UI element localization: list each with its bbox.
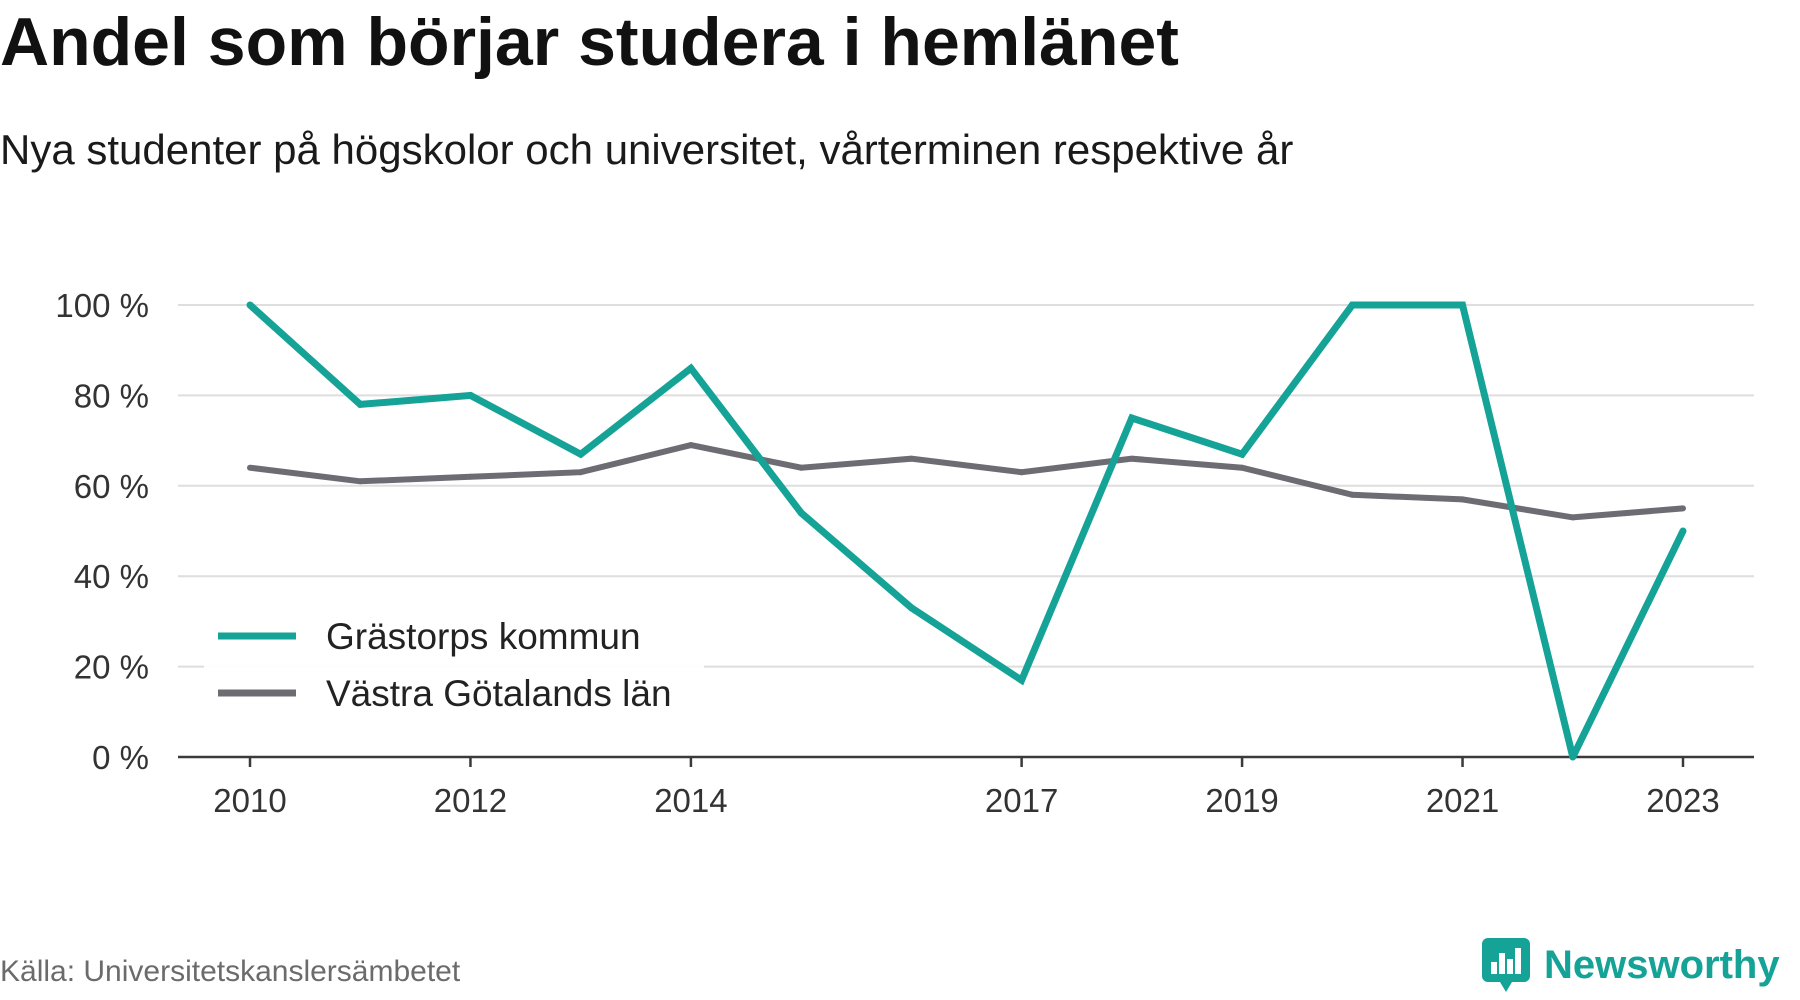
y-tick-label: 0 % — [92, 739, 149, 776]
x-tick-label: 2012 — [434, 782, 507, 819]
data-point — [1018, 676, 1026, 684]
legend-label-grastorps-kommun: Grästorps kommun — [326, 616, 641, 657]
y-axis-tick-labels: 0 % 20 % 40 % 60 % 80 % 100 % — [55, 287, 149, 776]
legend-background — [204, 612, 704, 725]
series-vastra-gotalands-lan — [247, 442, 1686, 521]
x-tick-label: 2019 — [1205, 782, 1278, 819]
data-point — [1238, 450, 1246, 458]
x-tick-label: 2010 — [213, 782, 286, 819]
x-axis-ticks — [248, 757, 1685, 767]
legend-label-vastra-gotalands-lan: Västra Götalands län — [326, 673, 672, 714]
data-point — [1239, 464, 1246, 471]
chart-subtitle: Nya studenter på högskolor och universit… — [0, 126, 1294, 173]
data-point — [577, 450, 585, 458]
data-point — [1128, 455, 1135, 462]
data-point — [797, 509, 805, 517]
data-point — [246, 301, 254, 309]
x-tick-label: 2021 — [1426, 782, 1499, 819]
data-point — [1569, 514, 1576, 521]
data-point — [687, 442, 694, 449]
data-point — [1569, 753, 1577, 761]
x-axis-tick-labels: 2010 2012 2014 2017 2019 2021 2023 — [213, 782, 1719, 819]
y-tick-label: 40 % — [74, 558, 149, 595]
data-point — [1349, 491, 1356, 498]
data-point — [467, 391, 474, 399]
data-point — [908, 455, 915, 462]
newsworthy-logo-icon — [1482, 938, 1530, 992]
logo-bar — [1499, 953, 1505, 974]
x-tick-label: 2017 — [985, 782, 1058, 819]
data-point — [1018, 469, 1025, 476]
data-point — [356, 400, 364, 408]
data-point — [1459, 301, 1466, 309]
legend: Grästorps kommun Västra Götalands län — [204, 612, 704, 725]
data-point — [577, 469, 584, 476]
y-tick-label: 20 % — [74, 649, 149, 686]
data-point — [357, 478, 364, 485]
y-tick-label: 60 % — [74, 468, 149, 505]
brand-name: Newsworthy — [1544, 943, 1780, 987]
series-lines — [246, 301, 1687, 761]
chart-title: Andel som börjar studera i hemlänet — [0, 4, 1179, 80]
y-tick-label: 100 % — [55, 287, 149, 324]
series-grastorps-kommun — [246, 301, 1687, 761]
data-point — [1680, 505, 1686, 512]
data-point — [1679, 527, 1687, 535]
data-point — [247, 464, 253, 471]
data-point — [1348, 301, 1356, 309]
data-point — [1128, 414, 1136, 422]
data-point — [1459, 496, 1466, 503]
data-point — [907, 604, 915, 612]
logo-bar — [1491, 962, 1497, 974]
logo-bar — [1507, 959, 1513, 974]
logo-bar — [1515, 948, 1521, 974]
data-point — [798, 464, 805, 471]
data-point — [467, 473, 474, 480]
data-point — [687, 364, 695, 372]
logo-badge — [1482, 938, 1530, 992]
x-tick-label: 2023 — [1646, 782, 1719, 819]
series-line-vastra-gotalands-lan — [249, 442, 1684, 521]
x-tick-label: 2014 — [654, 782, 727, 819]
source-note: Källa: Universitetskanslersämbetet — [0, 955, 461, 988]
y-tick-label: 80 % — [74, 377, 149, 414]
series-line-grastorps-kommun — [247, 301, 1687, 759]
